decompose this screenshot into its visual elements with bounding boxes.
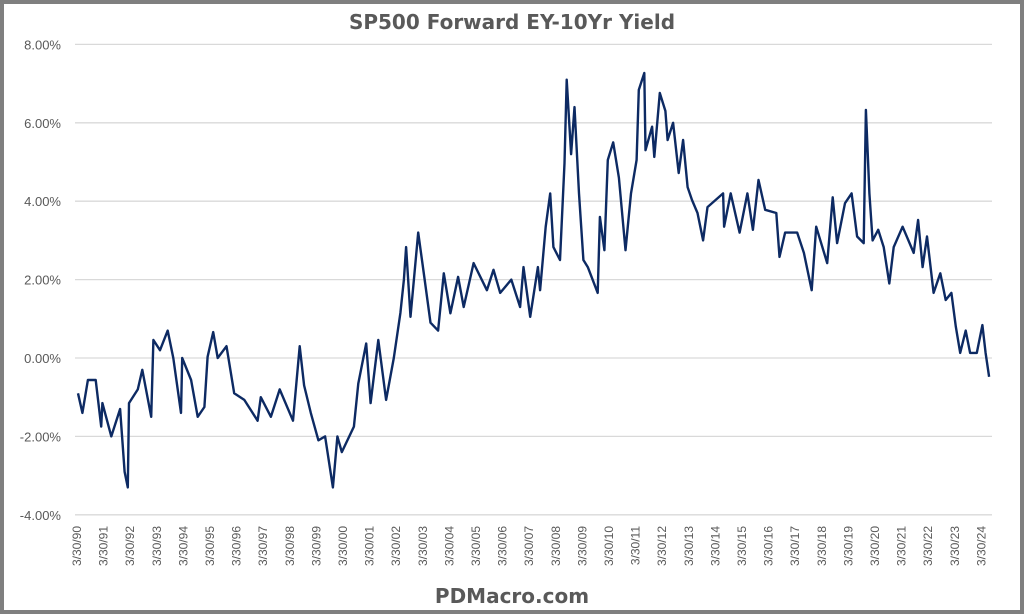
x-tick-label: 3/30/22 [921,526,935,566]
x-tick-label: 3/30/18 [815,526,829,566]
x-tick-label: 3/30/11 [629,526,643,565]
x-tick-label: 3/30/08 [549,526,563,566]
x-tick-label: 3/30/01 [363,526,377,566]
x-tick-label: 3/30/92 [123,526,137,566]
y-axis: 8.00% 6.00% 4.00% 2.00% 0.00% -2.00% -4.00% [20,37,62,522]
chart-title: SP500 Forward EY-10Yr Yield [348,10,676,34]
x-tick-label: 3/30/16 [762,526,776,566]
x-tick-label: 3/30/91 [97,526,111,566]
x-tick-label: 3/30/02 [389,526,403,566]
x-tick-label: 3/30/97 [256,526,270,566]
x-tick-label: 3/30/94 [176,526,190,566]
x-tick-label: 3/30/00 [336,526,350,566]
y-tick-label: 6.00% [24,116,61,131]
x-tick-label: 3/30/20 [868,526,882,566]
x-tick-label: 3/30/15 [735,526,749,566]
series-line [76,71,991,489]
watermark: PDMacro.com [434,584,590,608]
y-tick-label: 4.00% [24,194,61,209]
x-tick-label: 3/30/09 [575,526,589,566]
x-tick-label: 3/30/13 [682,526,696,566]
x-tick-label: 3/30/07 [522,526,536,566]
x-tick-label: 3/30/14 [708,526,722,566]
x-tick-label: 3/30/04 [442,526,456,566]
x-tick-label: 3/30/93 [150,526,164,566]
y-tick-label: 2.00% [24,273,61,288]
x-tick-label: 3/30/95 [203,526,217,566]
y-tick-label: -4.00% [20,508,62,523]
x-tick-label: 3/30/12 [655,526,669,566]
x-tick-label: 3/30/17 [788,526,802,566]
x-tick-label: 3/30/19 [841,526,855,566]
x-tick-label: 3/30/03 [416,526,430,566]
x-tick-label: 3/30/24 [974,526,988,566]
x-tick-label: 3/30/05 [469,526,483,566]
x-tick-label: 3/30/10 [602,526,616,566]
x-tick-label: 3/30/90 [70,526,84,566]
x-tick-label: 3/30/21 [895,526,909,566]
y-tick-label: 0.00% [24,351,61,366]
x-tick-label: 3/30/99 [309,526,323,566]
line-chart: 8.00% 6.00% 4.00% 2.00% 0.00% -2.00% -4.00% 3/… [20,37,992,566]
x-tick-label: 3/30/96 [230,526,244,566]
y-tick-label: 8.00% [24,37,61,52]
x-tick-label: 3/30/06 [496,526,510,566]
x-axis: 3/30/90 3/30/91 3/30/92 3/30/93 3/30/94 3/30/… [70,526,988,566]
x-tick-label: 3/30/98 [283,526,297,566]
y-tick-label: -2.00% [20,429,62,444]
gridlines [75,43,992,516]
x-tick-label: 3/30/23 [948,526,962,566]
